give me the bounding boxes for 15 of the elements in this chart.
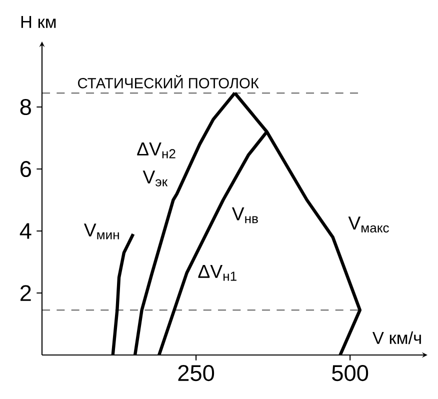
x-axis-title: V км/ч [372,331,421,344]
x-tick-label: 250 [178,365,214,382]
annotation: ΔV$_{н1}$ [198,264,236,281]
annotation: ΔV$_{н2}$ [137,142,176,158]
series-label: V$_{эк}$ [142,170,168,186]
ref-line-label: СТАТИЧЕСКИЙ ПОТОЛОК [78,74,259,88]
y-tick-label: 4 [20,223,32,239]
series-label: V$_{макс}$ [348,216,389,232]
y-tick-label: 8 [20,98,31,116]
y-tick-label: 6 [20,160,31,178]
y-axis-title: H км [21,16,56,28]
series-label: V$_{мин}$ [84,224,119,240]
y-tick-label: 2 [20,285,31,301]
series-label: V$_{нв}$ [232,207,258,224]
x-tick-label: 500 [332,365,368,382]
